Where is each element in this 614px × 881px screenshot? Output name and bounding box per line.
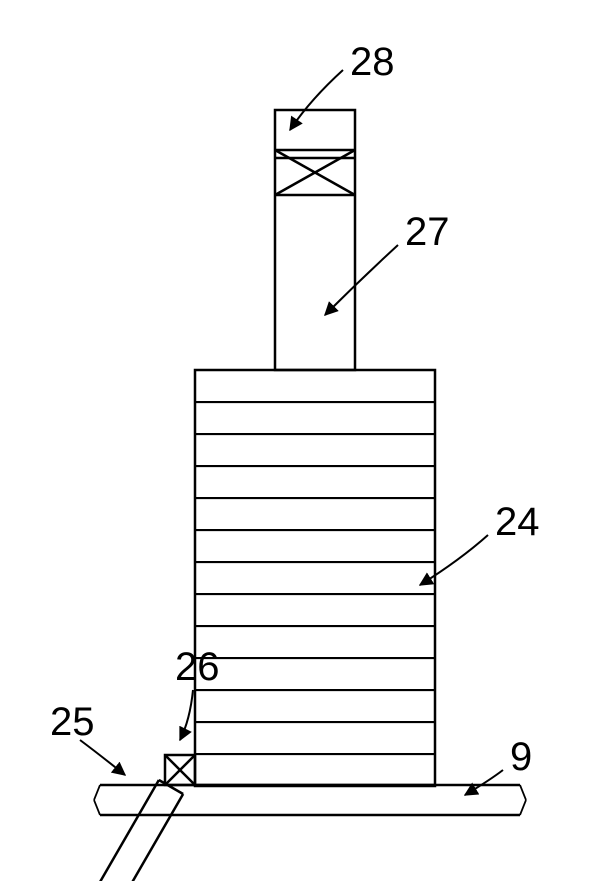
label-text-28: 28	[350, 40, 395, 84]
top-valve	[275, 150, 355, 195]
inlet-pipe	[99, 780, 183, 881]
leader-25	[80, 740, 125, 775]
leader-24	[420, 535, 488, 585]
leader-9	[465, 770, 503, 795]
inlet-valve	[165, 755, 195, 785]
base-plate	[94, 785, 526, 815]
label-text-25: 25	[50, 700, 95, 744]
label-text-27: 27	[405, 210, 450, 254]
label-text-9: 9	[510, 735, 532, 779]
label-27: 27	[325, 210, 450, 315]
label-26: 26	[175, 645, 220, 740]
leader-28	[290, 70, 343, 130]
label-28: 28	[290, 40, 395, 130]
label-25: 25	[50, 700, 125, 775]
leader-26	[180, 690, 193, 740]
label-text-26: 26	[175, 645, 220, 689]
label-24: 24	[420, 500, 540, 585]
stacked-body	[195, 370, 435, 786]
leader-27	[325, 245, 398, 315]
label-text-24: 24	[495, 500, 540, 544]
